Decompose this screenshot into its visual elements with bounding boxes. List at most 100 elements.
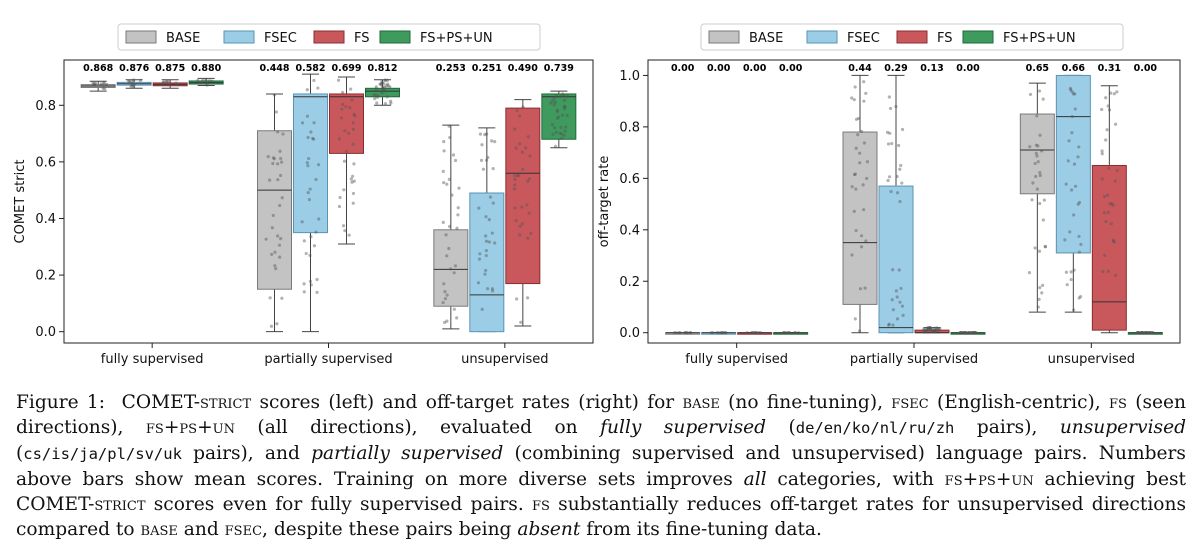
data-point [888, 106, 893, 111]
data-point [937, 327, 941, 331]
data-point [165, 79, 169, 83]
data-point [859, 234, 864, 238]
data-point [452, 307, 456, 311]
data-point [852, 98, 856, 102]
data-point [1100, 177, 1104, 181]
y-tick-label: 0.4 [35, 212, 56, 227]
data-point [336, 78, 341, 82]
mean-label: 0.66 [1062, 63, 1086, 74]
right-panel-off-target-rate: 0.0 0.2 0.4 0.6 0.8 1.0 off-target rate fully s… [597, 23, 1181, 367]
data-point [895, 174, 899, 179]
data-point [1064, 182, 1068, 186]
data-point [486, 155, 490, 160]
data-point [1137, 331, 1141, 335]
figure-panels: 0.0 0.2 0.4 0.6 0.8 COMET strict fully supervi… [13, 23, 1181, 367]
data-point [1106, 269, 1110, 273]
data-point [964, 331, 968, 335]
data-point [927, 328, 931, 332]
box-fs: 0.699 [329, 63, 364, 245]
box-iqr [505, 107, 541, 285]
mean-label: 0.00 [743, 63, 767, 74]
data-point [340, 107, 344, 111]
data-point [891, 308, 895, 312]
data-point [1113, 122, 1118, 126]
data-point [683, 331, 687, 335]
data-point [383, 78, 388, 82]
data-point [898, 199, 902, 204]
data-point [99, 82, 103, 86]
data-point [513, 206, 517, 210]
data-point [442, 149, 446, 153]
data-point [1072, 268, 1076, 272]
data-point [786, 331, 791, 335]
data-point [528, 154, 532, 158]
data-point [196, 78, 200, 82]
data-point [315, 277, 319, 282]
data-point [1140, 331, 1144, 335]
data-point [479, 158, 484, 163]
data-point [1072, 162, 1077, 166]
data-point [1136, 331, 1140, 335]
data-point [485, 132, 489, 136]
data-point [487, 218, 491, 222]
data-point [337, 137, 342, 141]
data-point [555, 116, 559, 121]
data-point [1041, 283, 1045, 287]
data-point [205, 83, 209, 87]
data-point [273, 264, 277, 268]
data-point [478, 132, 483, 136]
data-point [1147, 331, 1152, 335]
y-tick-label: 0.6 [35, 155, 56, 170]
data-point [1078, 294, 1083, 299]
data-point [684, 331, 689, 335]
legend-swatch [125, 30, 157, 44]
data-point [894, 104, 898, 109]
box-iqr [1019, 113, 1055, 195]
data-point [483, 133, 487, 137]
data-point [1112, 92, 1116, 96]
data-point [1067, 139, 1071, 143]
data-point [796, 331, 801, 335]
box-iqr [842, 131, 878, 305]
data-point [1038, 171, 1042, 175]
y-tick-label: 0.0 [619, 326, 640, 341]
data-point [443, 320, 447, 325]
data-point [307, 198, 311, 202]
data-point [348, 106, 352, 110]
y-tick-label: 0.0 [35, 325, 56, 340]
data-point [932, 328, 936, 332]
data-point [1040, 149, 1044, 153]
data-point [935, 327, 939, 331]
data-point [924, 329, 928, 333]
data-point [864, 239, 868, 243]
box-fs: 0.875 [152, 63, 188, 89]
data-point [931, 329, 935, 333]
data-point [447, 124, 451, 128]
data-point [1041, 97, 1045, 101]
data-point [344, 149, 349, 154]
box-iqr [329, 93, 364, 154]
legend-label: FSEC [847, 31, 880, 46]
data-point [562, 104, 567, 108]
legend-label: FS [937, 31, 953, 46]
data-point [1103, 253, 1107, 257]
data-point [1150, 331, 1155, 335]
data-point [1102, 210, 1106, 215]
data-point [889, 189, 893, 194]
data-point [384, 84, 388, 88]
data-point [272, 93, 276, 97]
data-point [512, 187, 517, 191]
data-point [859, 129, 864, 134]
data-point [1115, 168, 1119, 173]
data-point [160, 82, 164, 86]
y-tick-label: 0.2 [619, 275, 640, 290]
data-point [553, 126, 557, 130]
box-iqr [469, 192, 505, 333]
figure-caption: Figure 1: COMET-strict scores (left) and… [16, 392, 1187, 540]
data-point [793, 331, 797, 335]
data-point [517, 174, 521, 178]
data-point [683, 331, 687, 335]
box-base: 0.448 [257, 63, 292, 333]
data-point [164, 80, 168, 84]
data-point [315, 290, 319, 294]
